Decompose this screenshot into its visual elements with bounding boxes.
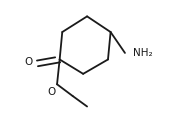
Text: O: O <box>24 57 32 67</box>
Text: NH₂: NH₂ <box>133 48 152 58</box>
Text: O: O <box>48 87 56 97</box>
